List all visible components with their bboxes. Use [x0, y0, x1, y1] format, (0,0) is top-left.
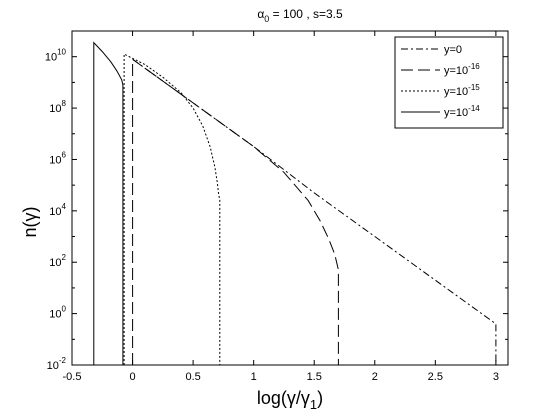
x-tick-label: 2	[372, 371, 378, 383]
y-axis-label: n(γ)	[20, 207, 40, 238]
series-line-3	[123, 53, 221, 365]
legend-entry-2: y=10-16	[444, 62, 480, 77]
y-tick-label: 10-2	[47, 356, 67, 372]
y-tick-label: 108	[49, 99, 66, 115]
x-tick-label: 0.5	[185, 371, 200, 383]
x-tick-label: -0.5	[63, 371, 82, 383]
chart-title: α0 = 100 , s=3.5	[257, 7, 343, 24]
x-tick-labels: -0.5 0 0.5 1 1.5 2 2.5 3	[63, 371, 499, 383]
x-tick-label: 2.5	[428, 371, 443, 383]
series-line-2	[132, 58, 339, 365]
series-line-1	[132, 58, 497, 365]
legend-box	[394, 36, 504, 129]
legend-entry-1: y=0	[444, 44, 462, 56]
legend-entry-3: y=10-15	[444, 83, 480, 98]
series-line-4	[93, 41, 124, 365]
y-tick-label: 102	[49, 253, 66, 269]
y-tick-labels: 10-2 100 102 104 106 108 1010	[45, 48, 67, 372]
x-tick-label: 1.5	[307, 371, 322, 383]
y-tick-label: 100	[49, 305, 66, 321]
x-tick-label: 1	[251, 371, 257, 383]
x-axis-label: log(γ/γ1)	[257, 388, 323, 412]
x-tick-label: 3	[493, 371, 499, 383]
legend-entry-4: y=10-14	[444, 104, 480, 119]
series-lines	[93, 41, 497, 365]
y-tick-label: 1010	[45, 48, 67, 64]
y-tick-label: 104	[49, 202, 66, 218]
x-tick-label: 0	[129, 371, 135, 383]
legend: y=0 y=10-16 y=10-15 y=10-14	[394, 36, 504, 129]
y-tick-label: 106	[49, 150, 66, 166]
